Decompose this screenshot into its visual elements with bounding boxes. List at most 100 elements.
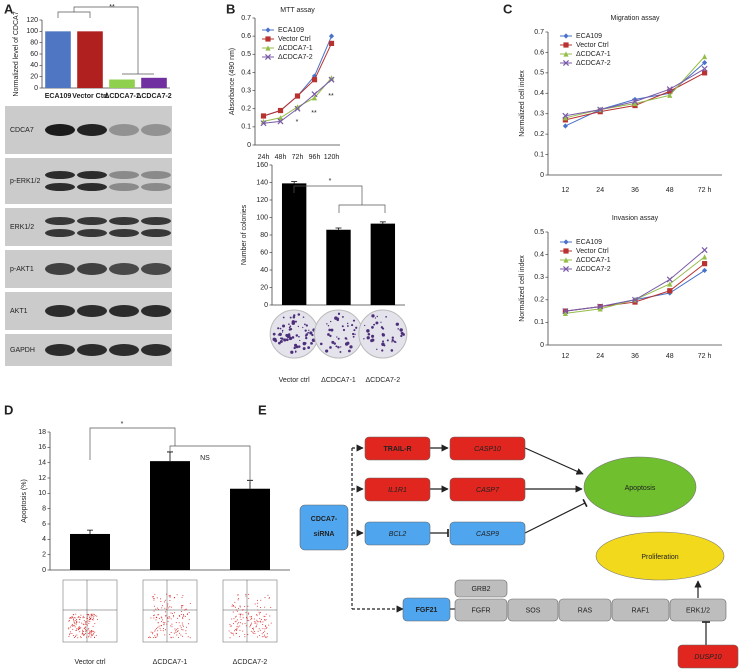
- flow-event: [187, 613, 189, 615]
- flow-event: [84, 621, 86, 623]
- flow-event: [250, 623, 252, 625]
- pathway-node: [507, 598, 559, 622]
- x-tick-label: ΔCDCA7-1: [153, 659, 188, 666]
- flow-event: [235, 629, 237, 631]
- flow-event: [260, 618, 262, 620]
- flow-event: [173, 597, 175, 599]
- y-tick-label: 0.6: [241, 33, 251, 40]
- flow-gate: [223, 580, 277, 642]
- flow-event: [259, 629, 261, 631]
- flow-event: [181, 629, 183, 631]
- colony: [281, 329, 284, 332]
- flow-event: [82, 615, 84, 617]
- flow-gate: [143, 580, 197, 642]
- point: [294, 105, 301, 112]
- flow-event: [155, 608, 157, 610]
- flow-event: [156, 628, 158, 630]
- flow-event: [69, 631, 71, 633]
- y-tick-label: 40: [30, 62, 38, 69]
- colony: [342, 328, 346, 332]
- flow-event: [79, 617, 81, 619]
- line: [263, 77, 332, 122]
- colony: [335, 345, 338, 348]
- flow-event: [167, 620, 169, 622]
- flow-event: [267, 594, 269, 596]
- colony: [327, 324, 330, 327]
- flow-event: [181, 606, 183, 608]
- flow-event: [73, 614, 75, 616]
- flow-event: [79, 618, 81, 620]
- colony: [307, 331, 310, 334]
- flow-event: [266, 636, 268, 638]
- pathway-node-label: DUSP10: [694, 654, 721, 661]
- colony: [288, 336, 293, 341]
- line: [565, 68, 705, 117]
- y-tick-label: 0: [264, 302, 268, 309]
- pathway-node: [449, 477, 526, 502]
- flow-event: [91, 616, 93, 618]
- colony: [288, 323, 290, 325]
- flow-event: [189, 603, 191, 605]
- flow-event: [259, 618, 261, 620]
- flow-event: [78, 627, 80, 629]
- flow-event: [88, 636, 90, 638]
- flow-event: [256, 636, 258, 638]
- blot-band: [141, 217, 171, 225]
- flow-event: [157, 630, 159, 632]
- flow-event: [239, 616, 241, 618]
- flow-event: [249, 626, 251, 628]
- colony: [339, 350, 342, 353]
- flow-event: [250, 619, 252, 621]
- bar: [150, 461, 190, 570]
- annotation: *: [296, 119, 299, 126]
- legend-marker: [265, 36, 271, 42]
- flow-event: [83, 634, 85, 636]
- x-tick-label: ΔCDCA7-2: [233, 659, 268, 666]
- colony: [290, 350, 294, 354]
- point: [562, 310, 568, 316]
- flow-event: [241, 623, 243, 625]
- flow-event: [93, 616, 95, 618]
- colony: [367, 333, 371, 336]
- colony: [283, 338, 287, 342]
- flow-event: [244, 636, 246, 638]
- colony: [304, 323, 306, 326]
- axis: [547, 232, 722, 346]
- line: [565, 270, 705, 312]
- pathway-node-label: CASP10: [474, 446, 501, 453]
- pathway-node: [611, 598, 670, 622]
- flow-event: [264, 628, 266, 630]
- colony: [400, 334, 403, 338]
- colony: [285, 338, 289, 342]
- colony: [331, 340, 335, 344]
- blot-row: [5, 158, 172, 204]
- flow-event: [255, 626, 257, 628]
- x-tick-label: 24: [596, 353, 604, 360]
- flow-event: [164, 629, 166, 631]
- colony: [311, 342, 313, 345]
- point: [666, 86, 673, 93]
- blot-band: [45, 229, 75, 237]
- flow-event: [163, 623, 165, 625]
- flow-event: [181, 611, 183, 613]
- blot-band: [141, 171, 171, 179]
- chart-title: Migration assay: [610, 15, 660, 22]
- y-tick-label: 0.4: [241, 69, 251, 76]
- pathway-node-label: CASP9: [476, 531, 499, 538]
- x-tick-label: Vector ctrl: [279, 377, 311, 384]
- colony: [402, 333, 405, 336]
- pathway-node-label: FGFR: [471, 607, 490, 614]
- point: [702, 267, 708, 274]
- blot-band: [141, 183, 171, 191]
- y-tick-label: 20: [30, 74, 38, 81]
- flow-event: [87, 614, 89, 616]
- flow-event: [157, 607, 159, 609]
- flow-event: [258, 611, 260, 613]
- flow-event: [233, 630, 235, 632]
- y-tick-label: 60: [260, 249, 268, 256]
- flow-event: [188, 623, 190, 625]
- point: [631, 98, 639, 105]
- point: [328, 76, 335, 83]
- flow-event: [82, 623, 84, 625]
- flow-event: [72, 628, 74, 630]
